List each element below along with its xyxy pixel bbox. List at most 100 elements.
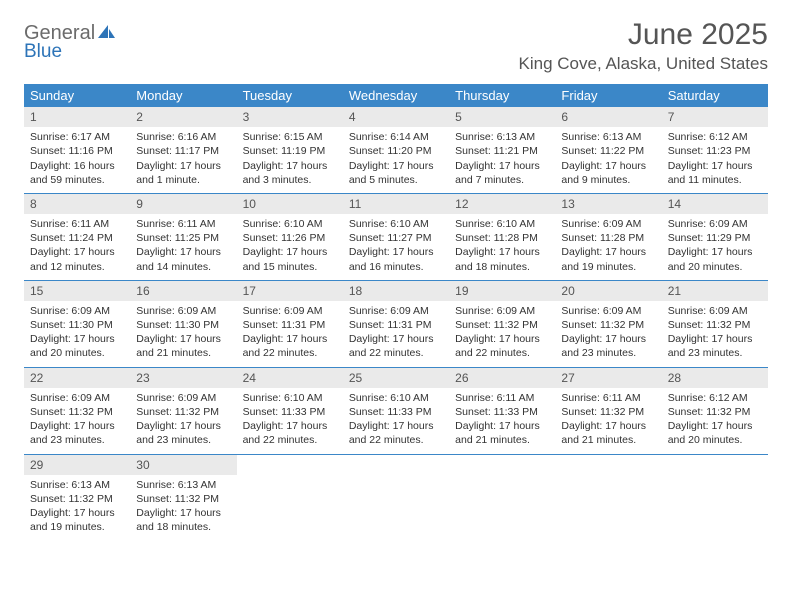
calendar-cell (555, 455, 661, 541)
calendar-week: 15Sunrise: 6:09 AMSunset: 11:30 PMDaylig… (24, 281, 768, 368)
calendar-cell: 15Sunrise: 6:09 AMSunset: 11:30 PMDaylig… (24, 281, 130, 367)
day-number: 23 (130, 368, 236, 388)
day-number: 21 (662, 281, 768, 301)
calendar-cell: 27Sunrise: 6:11 AMSunset: 11:32 PMDaylig… (555, 368, 661, 454)
sunset-line: Sunset: 11:19 PM (243, 144, 337, 158)
daylight-line: Daylight: 17 hours and 22 minutes. (349, 419, 443, 447)
day-number: 2 (130, 107, 236, 127)
day-number: 13 (555, 194, 661, 214)
sunrise-line: Sunrise: 6:13 AM (455, 130, 549, 144)
sunrise-line: Sunrise: 6:09 AM (243, 304, 337, 318)
brand-logo: General Blue (24, 18, 117, 60)
daylight-line: Daylight: 17 hours and 19 minutes. (30, 506, 124, 534)
brand-text: General Blue (24, 24, 117, 60)
day-number: 11 (343, 194, 449, 214)
daylight-line: Daylight: 17 hours and 12 minutes. (30, 245, 124, 273)
daylight-line: Daylight: 17 hours and 23 minutes. (668, 332, 762, 360)
calendar-cell: 14Sunrise: 6:09 AMSunset: 11:29 PMDaylig… (662, 194, 768, 280)
sunrise-line: Sunrise: 6:11 AM (30, 217, 124, 231)
sunrise-line: Sunrise: 6:09 AM (455, 304, 549, 318)
day-number: 27 (555, 368, 661, 388)
daylight-line: Daylight: 17 hours and 18 minutes. (455, 245, 549, 273)
calendar-cell (662, 455, 768, 541)
sunrise-line: Sunrise: 6:12 AM (668, 130, 762, 144)
sunrise-line: Sunrise: 6:09 AM (136, 304, 230, 318)
calendar-cell (237, 455, 343, 541)
day-number: 16 (130, 281, 236, 301)
calendar-cell: 13Sunrise: 6:09 AMSunset: 11:28 PMDaylig… (555, 194, 661, 280)
day-number: 9 (130, 194, 236, 214)
day-number: 24 (237, 368, 343, 388)
col-monday: Monday (130, 84, 236, 107)
sunset-line: Sunset: 11:30 PM (136, 318, 230, 332)
calendar-cell: 22Sunrise: 6:09 AMSunset: 11:32 PMDaylig… (24, 368, 130, 454)
sunrise-line: Sunrise: 6:15 AM (243, 130, 337, 144)
sunset-line: Sunset: 11:28 PM (561, 231, 655, 245)
calendar-cell: 8 Sunrise: 6:11 AMSunset: 11:24 PMDayligh… (24, 194, 130, 280)
calendar-week: 22Sunrise: 6:09 AMSunset: 11:32 PMDaylig… (24, 368, 768, 455)
calendar-week: 1Sunrise: 6:17 AMSunset: 11:16 PMDayligh… (24, 107, 768, 194)
calendar-cell: 10Sunrise: 6:10 AMSunset: 11:26 PMDaylig… (237, 194, 343, 280)
sunset-line: Sunset: 11:33 PM (455, 405, 549, 419)
day-number: 6 (555, 107, 661, 127)
calendar-week: 8Sunrise: 6:11 AMSunset: 11:24 PMDayligh… (24, 194, 768, 281)
daylight-line: Daylight: 17 hours and 22 minutes. (243, 332, 337, 360)
daylight-line: Daylight: 17 hours and 22 minutes. (455, 332, 549, 360)
calendar-cell: 20Sunrise: 6:09 AMSunset: 11:32 PMDaylig… (555, 281, 661, 367)
sunset-line: Sunset: 11:32 PM (30, 492, 124, 506)
sunrise-line: Sunrise: 6:16 AM (136, 130, 230, 144)
sunrise-line: Sunrise: 6:17 AM (30, 130, 124, 144)
day-number: 29 (24, 455, 130, 475)
sunrise-line: Sunrise: 6:10 AM (455, 217, 549, 231)
day-number: 26 (449, 368, 555, 388)
day-number: 17 (237, 281, 343, 301)
calendar-cell (449, 455, 555, 541)
daylight-line: Daylight: 17 hours and 16 minutes. (349, 245, 443, 273)
daylight-line: Daylight: 17 hours and 20 minutes. (30, 332, 124, 360)
day-number: 25 (343, 368, 449, 388)
day-number: 22 (24, 368, 130, 388)
sunrise-line: Sunrise: 6:13 AM (136, 478, 230, 492)
sunset-line: Sunset: 11:32 PM (136, 492, 230, 506)
day-number: 5 (449, 107, 555, 127)
calendar-body: 1Sunrise: 6:17 AMSunset: 11:16 PMDayligh… (24, 107, 768, 540)
calendar-cell: 26 Sunrise: 6:11 AMSunset: 11:33 PMDaylig… (449, 368, 555, 454)
sunrise-line: Sunrise: 6:12 AM (668, 391, 762, 405)
day-number: 20 (555, 281, 661, 301)
title-location: King Cove, Alaska, United States (519, 54, 768, 74)
sunset-line: Sunset: 11:17 PM (136, 144, 230, 158)
calendar-cell: 24Sunrise: 6:10 AMSunset: 11:33 PMDaylig… (237, 368, 343, 454)
sunrise-line: Sunrise: 6:09 AM (30, 391, 124, 405)
sunset-line: Sunset: 11:29 PM (668, 231, 762, 245)
sunset-line: Sunset: 11:21 PM (455, 144, 549, 158)
col-tuesday: Tuesday (237, 84, 343, 107)
calendar-cell: 6Sunrise: 6:13 AMSunset: 11:22 PMDayligh… (555, 107, 661, 193)
calendar-cell: 2 Sunrise: 6:16 AMSunset: 11:17 PMDayligh… (130, 107, 236, 193)
sunset-line: Sunset: 11:24 PM (30, 231, 124, 245)
day-number: 19 (449, 281, 555, 301)
sunset-line: Sunset: 11:31 PM (243, 318, 337, 332)
daylight-line: Daylight: 17 hours and 9 minutes. (561, 159, 655, 187)
title-block: June 2025 King Cove, Alaska, United Stat… (519, 18, 768, 74)
daylight-line: Daylight: 17 hours and 21 minutes. (455, 419, 549, 447)
sunset-line: Sunset: 11:33 PM (349, 405, 443, 419)
sunset-line: Sunset: 11:33 PM (243, 405, 337, 419)
sunrise-line: Sunrise: 6:11 AM (455, 391, 549, 405)
calendar-cell: 25Sunrise: 6:10 AMSunset: 11:33 PMDaylig… (343, 368, 449, 454)
day-number: 8 (24, 194, 130, 214)
daylight-line: Daylight: 17 hours and 23 minutes. (30, 419, 124, 447)
calendar-cell: 23Sunrise: 6:09 AMSunset: 11:32 PMDaylig… (130, 368, 236, 454)
sunrise-line: Sunrise: 6:09 AM (349, 304, 443, 318)
daylight-line: Daylight: 17 hours and 22 minutes. (243, 419, 337, 447)
daylight-line: Daylight: 17 hours and 1 minute. (136, 159, 230, 187)
daylight-line: Daylight: 17 hours and 22 minutes. (349, 332, 443, 360)
day-number: 4 (343, 107, 449, 127)
sunrise-line: Sunrise: 6:09 AM (136, 391, 230, 405)
calendar-cell: 3Sunrise: 6:15 AMSunset: 11:19 PMDayligh… (237, 107, 343, 193)
sunset-line: Sunset: 11:26 PM (243, 231, 337, 245)
calendar-week: 29Sunrise: 6:13 AMSunset: 11:32 PMDaylig… (24, 455, 768, 541)
daylight-line: Daylight: 17 hours and 23 minutes. (561, 332, 655, 360)
day-number: 28 (662, 368, 768, 388)
page-root: General Blue June 2025 King Cove, Alaska… (0, 0, 792, 558)
sunset-line: Sunset: 11:32 PM (455, 318, 549, 332)
